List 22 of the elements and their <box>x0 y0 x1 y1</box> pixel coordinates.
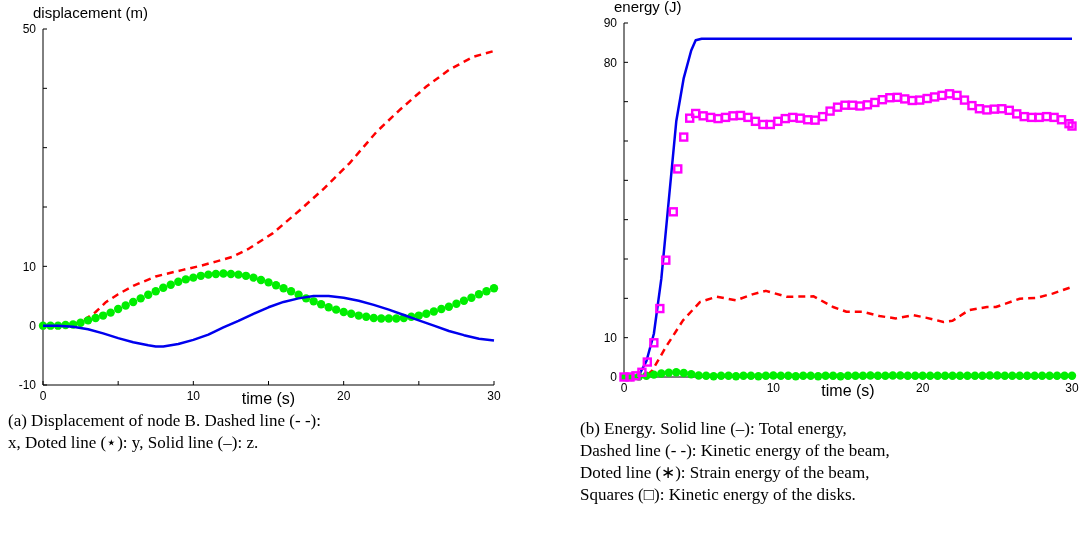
y-tick-label: 80 <box>603 55 618 70</box>
text: (b) Energy. Solid line (–): Total energy, Dashed line (- -): Kinetic energy of the beam, Doted line (∗): Strain energy of the beam, Squares (□): Kinetic energy of the disks. <box>580 419 890 504</box>
x-axis-title: time (s) <box>241 390 296 407</box>
x-tick-label: 10 <box>766 381 781 395</box>
x-tick-label: 20 <box>915 381 930 395</box>
y-tick-label: -10 <box>18 378 37 393</box>
x-tick-label: 0 <box>620 381 628 395</box>
x-axis-title: time (s) <box>821 382 875 399</box>
y-tick-label: 0 <box>29 318 37 333</box>
text: (a) Displacement of node B. Dashed line (- -): x, Doted line (⋆): y, Solid line (–): z. <box>8 411 321 452</box>
y-tick-label: 10 <box>22 259 37 274</box>
x-tick-label: 30 <box>487 389 501 403</box>
y-tick-label: 0 <box>610 370 618 385</box>
x-tick-label: 20 <box>336 389 351 403</box>
y-tick-label: 50 <box>22 22 37 37</box>
y-axis-title: displacement (m) <box>33 4 149 21</box>
y-tick-label: 90 <box>603 16 618 31</box>
y-tick-label: 10 <box>603 330 618 345</box>
x-tick-label: 10 <box>186 389 201 403</box>
x-tick-label: 30 <box>1065 381 1079 395</box>
x-tick-label: 0 <box>39 389 47 403</box>
y-axis-title: energy (J) <box>614 0 682 15</box>
